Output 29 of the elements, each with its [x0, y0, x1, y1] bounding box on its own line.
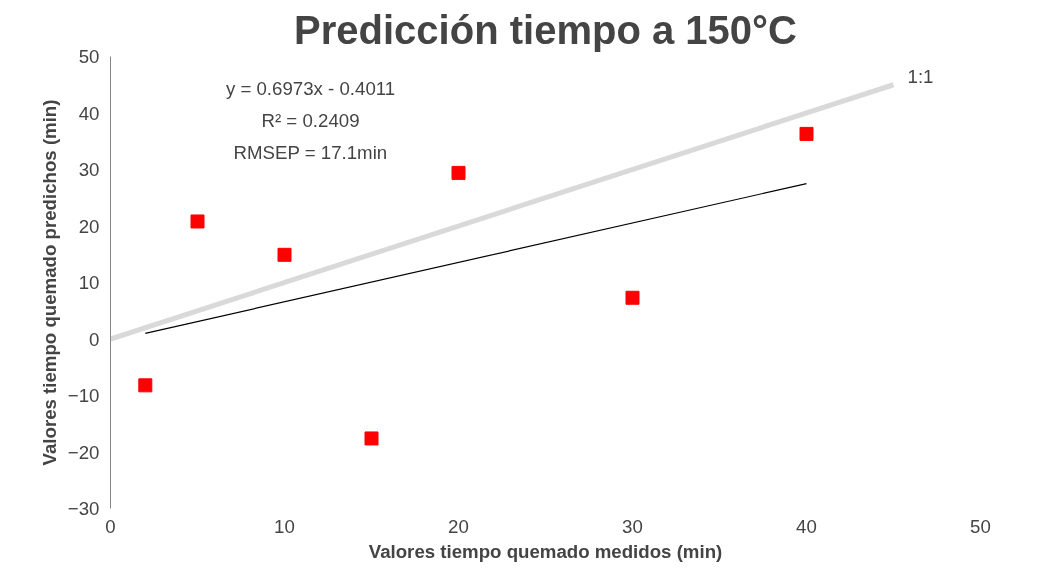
y-tick-label: 0 — [89, 328, 100, 350]
y-tick-label: −30 — [67, 498, 100, 519]
point — [277, 247, 292, 262]
y-tick-label: −10 — [67, 385, 100, 406]
x-tick-label: 20 — [448, 515, 469, 537]
point — [364, 431, 379, 446]
annotation: RMSEP = 17.1min — [233, 141, 388, 163]
y-tick-label: 20 — [78, 215, 100, 237]
x-tick-label: 50 — [970, 515, 991, 537]
x-axis-title: Valores tiempo quemado medidos (min) — [368, 540, 723, 562]
series-label: 1:1 — [907, 65, 934, 87]
y-tick-label: 30 — [78, 159, 100, 180]
x-tick-label: 0 — [105, 515, 116, 537]
x-tick-label: 30 — [622, 515, 643, 537]
point — [138, 378, 153, 393]
point — [451, 165, 466, 180]
y-tick-label: 10 — [78, 272, 100, 293]
point — [190, 214, 205, 229]
annotation: R² = 0.2409 — [261, 109, 360, 131]
y-tick-label: −20 — [67, 441, 100, 463]
annotation: y = 0.6973x - 0.4011 — [225, 77, 396, 99]
point — [625, 290, 640, 305]
y-tick-label: 50 — [78, 46, 100, 67]
y-tick-label: 40 — [78, 102, 100, 124]
x-tick-label: 10 — [274, 515, 295, 537]
y-axis-title: Valores tiempo quemado predichos (min) — [38, 99, 60, 466]
chart-title: Predicción tiempo a 150°C — [294, 7, 797, 52]
point — [799, 126, 814, 141]
x-tick-label: 40 — [796, 515, 817, 537]
